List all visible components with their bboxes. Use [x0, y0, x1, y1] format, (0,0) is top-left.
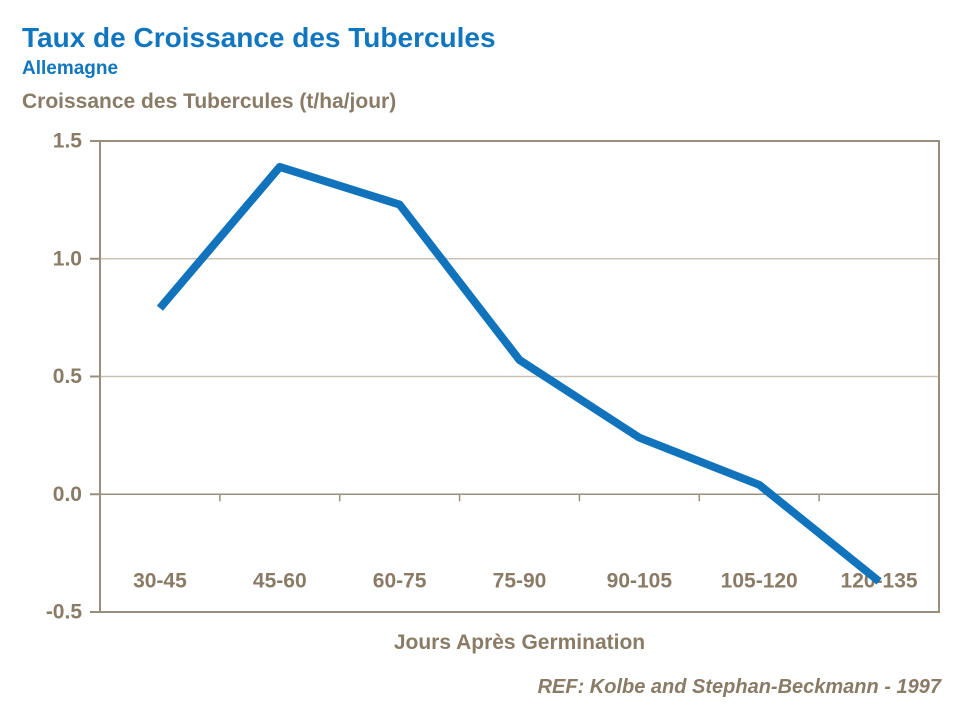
x-tick-label: 75-90	[493, 570, 547, 593]
x-axis-title: Jours Après Germination	[393, 631, 646, 654]
y-tick-label: 0.5	[53, 365, 83, 388]
y-tick-label: 1.0	[53, 247, 82, 270]
y-axis-title: Croissance des Tubercules (t/ha/jour)	[22, 90, 397, 113]
y-tick-label: -0.5	[46, 601, 83, 624]
data-line	[156, 162, 882, 585]
y-tick-label: 1.5	[53, 130, 83, 153]
x-tick-label: 30-45	[133, 570, 187, 593]
x-tick-label: 105-120	[721, 570, 798, 593]
page-subtitle: Allemagne	[22, 58, 119, 79]
x-tick-label: 90-105	[607, 570, 673, 593]
page-title: Taux de Croissance des Tubercules	[22, 22, 496, 53]
x-tick-label: 60-75	[373, 570, 427, 593]
plot-frame	[99, 140, 940, 613]
x-tick-label: 45-60	[253, 570, 307, 593]
y-tick-label: 0.0	[53, 483, 82, 506]
reference-citation: REF: Kolbe and Stephan-Beckmann - 1997	[537, 676, 941, 698]
